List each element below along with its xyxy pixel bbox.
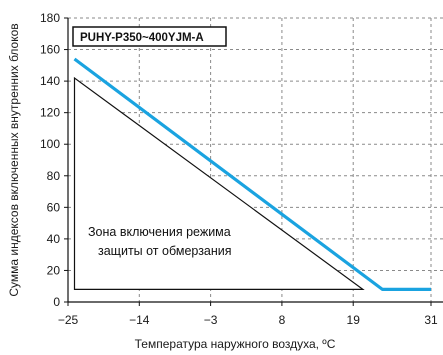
- x-tick-label: 31: [424, 313, 438, 327]
- x-tick-label: −14: [129, 313, 150, 327]
- y-tick-label: 60: [47, 200, 61, 214]
- y-tick-label: 0: [53, 295, 60, 309]
- series-lines: [73, 57, 431, 291]
- zone-label: Зона включения режима защиты от обмерзан…: [88, 225, 232, 258]
- y-tick-label: 160: [40, 43, 60, 57]
- x-tick-label: −3: [204, 313, 218, 327]
- protection-zone: [73, 76, 365, 290]
- x-tick-labels: −25 −14 −3 8 19 31: [58, 313, 438, 327]
- y-axis-label: Сумма индексов включенных внутренних бло…: [7, 23, 21, 296]
- y-tick-label: 180: [40, 11, 60, 25]
- zone-label-line-2: защиты от обмерзания: [98, 244, 232, 258]
- y-tick-label: 100: [40, 137, 60, 151]
- y-tick-label: 120: [40, 106, 60, 120]
- x-axis-label: Температура наружного воздуха, ºС: [135, 337, 336, 351]
- x-tick-label: 19: [347, 313, 361, 327]
- y-tick-label: 140: [40, 74, 60, 88]
- y-tick-label: 80: [47, 169, 61, 183]
- x-tick-label: −25: [58, 313, 79, 327]
- y-tick-label: 20: [47, 263, 61, 277]
- axes: [64, 17, 443, 306]
- x-tick-label: 8: [279, 313, 286, 327]
- model-label-box: PUHY-P350~400YJM-A: [72, 26, 227, 47]
- series-line-0: [73, 57, 431, 291]
- zone-triangle: [73, 76, 365, 290]
- y-tick-label: 40: [47, 232, 61, 246]
- model-label-frame: [72, 26, 227, 47]
- model-label: PUHY-P350~400YJM-A: [80, 32, 204, 44]
- y-tick-labels: 0 20 40 60 80 100 120 140 160 180: [40, 11, 60, 309]
- zone-label-line-1: Зона включения режима: [88, 225, 231, 239]
